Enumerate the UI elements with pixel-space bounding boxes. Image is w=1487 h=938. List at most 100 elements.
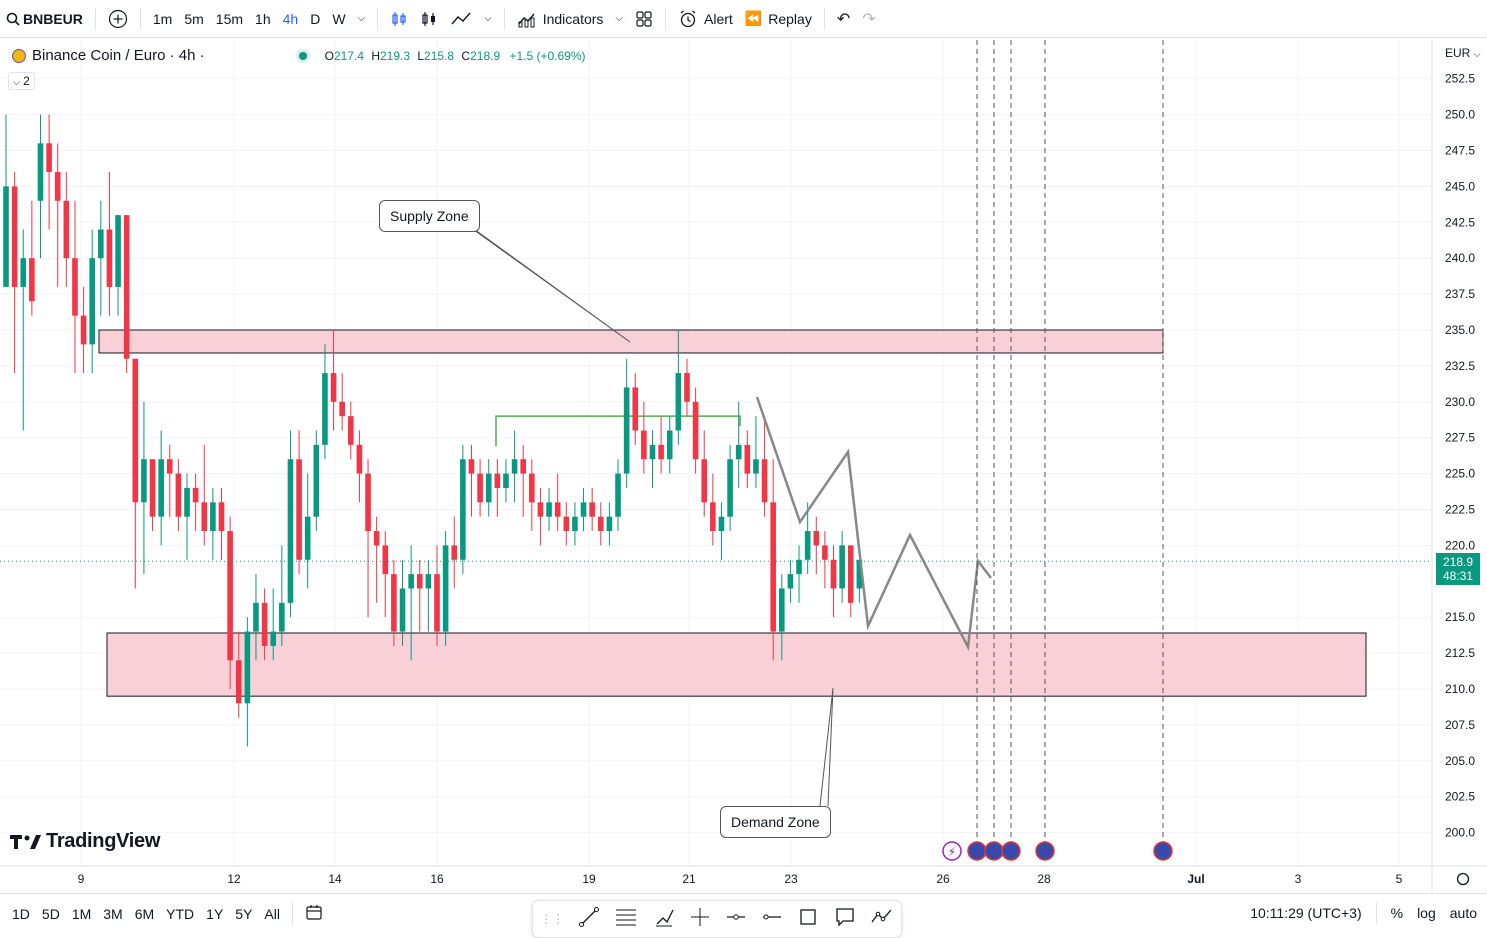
- price-tick-label: 252.5: [1445, 72, 1475, 86]
- range-all[interactable]: All: [264, 905, 280, 922]
- price-tick-label: 215.0: [1445, 610, 1475, 624]
- timeframe-15m[interactable]: 15m: [215, 10, 244, 27]
- candle-body: [382, 545, 389, 575]
- candle-body: [184, 487, 190, 517]
- divider: [503, 7, 505, 30]
- eu-flag-event-icon: [984, 841, 1004, 861]
- timeframe-W[interactable]: W: [332, 10, 346, 27]
- callout-tool[interactable]: [834, 906, 856, 933]
- candle-body: [710, 502, 716, 532]
- tradingview-wordmark: TradingView: [46, 830, 161, 852]
- candle-body: [727, 459, 733, 517]
- timeframe-4h[interactable]: 4h: [282, 10, 299, 27]
- chart-type-dropdown[interactable]: ⌵: [478, 0, 498, 38]
- brush-tool[interactable]: [653, 906, 675, 933]
- clock[interactable]: 10:11:29 (UTC+3): [1250, 905, 1362, 921]
- candle-body: [666, 430, 673, 460]
- ray-tool[interactable]: [761, 906, 783, 933]
- candle-body: [132, 358, 139, 503]
- timeframe-dropdown[interactable]: ⌵: [352, 0, 372, 38]
- candle-body: [166, 459, 173, 474]
- alert-button[interactable]: Alert: [672, 0, 739, 38]
- price-tick-label: 232.5: [1445, 359, 1475, 373]
- candle-body: [563, 516, 570, 532]
- timeframe-group: 1m 5m 15m 1h 4h D W: [147, 0, 352, 38]
- candle-body: [684, 373, 690, 402]
- date-range-button[interactable]: [299, 903, 329, 924]
- candle-body: [787, 574, 794, 589]
- candle-body: [235, 660, 242, 704]
- compare-button[interactable]: [102, 0, 134, 38]
- supply-zone-callout[interactable]: Supply Zone: [379, 200, 480, 232]
- path-tool[interactable]: [870, 906, 894, 933]
- chart-type-bars[interactable]: [414, 0, 444, 38]
- fib-tool[interactable]: [614, 906, 638, 933]
- candle-body: [29, 258, 35, 302]
- layout-button[interactable]: [629, 0, 659, 38]
- time-tick-label: 12: [227, 872, 241, 886]
- rewind-icon: ⏪: [744, 10, 763, 26]
- candle-body: [468, 459, 475, 474]
- redo-button[interactable]: ↷: [856, 0, 881, 38]
- eu-flag-event-icon: [1001, 841, 1021, 861]
- candle-body: [192, 487, 199, 503]
- timeframe-1h[interactable]: 1h: [255, 10, 271, 27]
- range-1m[interactable]: 1M: [71, 905, 92, 922]
- legend-title: Binance Coin / Euro · 4h ·: [32, 47, 205, 64]
- range-1d[interactable]: 1D: [12, 905, 30, 922]
- indicators-button[interactable]: Indicators: [511, 0, 610, 38]
- chart-type-candles[interactable]: [384, 0, 414, 38]
- time-tick-label: 21: [682, 872, 696, 886]
- auto-toggle[interactable]: auto: [1449, 905, 1477, 921]
- replay-button[interactable]: ⏪ Replay: [739, 0, 818, 38]
- timeframe-D[interactable]: D: [310, 10, 321, 27]
- chart-legend: Binance Coin / Euro · 4h · O217.4 H219.3…: [12, 47, 586, 64]
- chart-type-line[interactable]: [444, 0, 478, 38]
- search-icon: [6, 12, 20, 26]
- low-value: 215.8: [424, 48, 455, 63]
- currency-selector[interactable]: EUR ⌵: [1445, 46, 1481, 60]
- candle-body: [175, 473, 182, 517]
- percent-toggle[interactable]: %: [1390, 905, 1404, 921]
- candle-body: [304, 516, 311, 560]
- candle-body: [649, 444, 656, 460]
- indicators-dropdown[interactable]: ⌵: [609, 0, 629, 38]
- fib-lines-icon: [616, 909, 637, 925]
- top-toolbar: BNBEUR 1m 5m 15m 1h 4h D W ⌵ ⌵ Indicators ⌵ Al…: [0, 0, 1487, 38]
- price-chart[interactable]: ⚡ 252.5 250.0 247.5 245.0 242.5 240.0 237.5 235.…: [0, 38, 1487, 893]
- range-1y[interactable]: 1Y: [206, 905, 224, 922]
- timeframe-5m[interactable]: 5m: [184, 10, 204, 27]
- price-tick-label: 210.0: [1445, 682, 1475, 696]
- range-5d[interactable]: 5D: [41, 905, 60, 922]
- time-tick-label: 26: [936, 872, 950, 886]
- demand-zone-callout[interactable]: Demand Zone: [720, 806, 831, 838]
- candle-body: [54, 172, 61, 201]
- trend-line-tool[interactable]: [578, 906, 600, 933]
- drag-handle-icon[interactable]: ⋮⋮: [540, 912, 565, 926]
- chevron-down-icon: ⌵: [1473, 49, 1481, 59]
- rectangle-tool[interactable]: [797, 906, 819, 933]
- high-key: H: [371, 48, 380, 63]
- time-tick-label: 9: [78, 872, 85, 886]
- chevron-down-icon: ⌵: [357, 13, 366, 24]
- undo-button[interactable]: ↶: [831, 0, 856, 38]
- crosshair-tool[interactable]: [689, 906, 711, 933]
- tradingview-logo[interactable]: TradingView: [10, 830, 160, 853]
- timeframe-1m[interactable]: 1m: [152, 10, 173, 27]
- range-ytd[interactable]: YTD: [166, 905, 195, 922]
- range-6m[interactable]: 6M: [134, 905, 155, 922]
- price-range-tool[interactable]: [725, 906, 747, 933]
- horizontal-line-icon: [727, 913, 746, 920]
- log-toggle[interactable]: log: [1417, 905, 1436, 921]
- symbol-search[interactable]: BNBEUR: [0, 0, 89, 38]
- legend-collapse-button[interactable]: ⌵ 2: [8, 72, 35, 90]
- price-tick-label: 225.0: [1445, 467, 1475, 481]
- range-5y[interactable]: 5Y: [235, 905, 253, 922]
- range-3m[interactable]: 3M: [103, 905, 123, 922]
- time-tick-label: 28: [1037, 872, 1051, 886]
- candle-body: [796, 559, 802, 575]
- candle-body: [537, 502, 544, 517]
- divider: [665, 7, 667, 30]
- lightning-icon: ⚡: [948, 845, 956, 859]
- scale-tools: 10:11:29 (UTC+3) % log auto: [1250, 893, 1477, 933]
